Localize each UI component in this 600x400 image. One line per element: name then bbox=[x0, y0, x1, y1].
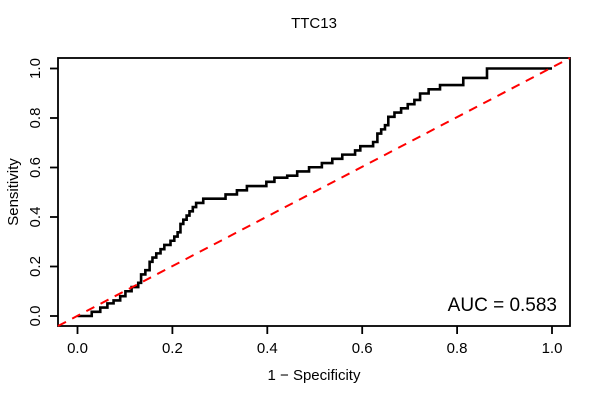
x-axis-title: 1 − Specificity bbox=[267, 367, 361, 384]
x-tick-label: 1.0 bbox=[542, 340, 563, 357]
y-tick-label: 0.8 bbox=[27, 108, 44, 129]
y-tick-label: 1.0 bbox=[27, 58, 44, 79]
plot-frame bbox=[57, 57, 571, 327]
chance-diagonal-line bbox=[57, 57, 571, 327]
x-tick-label: 0.6 bbox=[352, 340, 373, 357]
y-axis-title: Sensitivity bbox=[5, 158, 22, 226]
y-tick-label: 0.0 bbox=[27, 306, 44, 327]
y-tick-label: 0.6 bbox=[27, 157, 44, 178]
auc-annotation: AUC = 0.583 bbox=[447, 295, 557, 316]
y-tick-label: 0.2 bbox=[27, 256, 44, 277]
y-tick-label: 0.4 bbox=[27, 207, 44, 228]
x-tick-label: 0.0 bbox=[67, 340, 88, 357]
x-tick-label: 0.2 bbox=[162, 340, 183, 357]
x-tick-label: 0.8 bbox=[447, 340, 468, 357]
x-tick-label: 0.4 bbox=[257, 340, 278, 357]
chart-title: TTC13 bbox=[291, 15, 337, 32]
roc-curve-path bbox=[77, 67, 552, 318]
